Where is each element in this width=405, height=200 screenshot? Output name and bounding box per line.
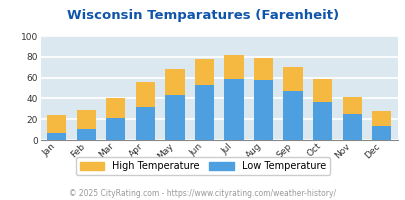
Bar xyxy=(283,67,302,91)
Bar xyxy=(194,85,213,140)
Text: Wisconsin Temparatures (Farenheit): Wisconsin Temparatures (Farenheit) xyxy=(67,9,338,22)
Bar xyxy=(47,115,66,133)
Bar xyxy=(165,69,184,95)
Bar xyxy=(136,107,155,140)
Bar xyxy=(47,133,66,140)
Legend: High Temperature, Low Temperature: High Temperature, Low Temperature xyxy=(76,157,329,175)
Bar xyxy=(342,114,361,140)
Bar xyxy=(253,80,273,140)
Bar xyxy=(253,58,273,80)
Bar xyxy=(136,82,155,107)
Bar xyxy=(312,79,331,102)
Bar xyxy=(312,102,331,140)
Bar xyxy=(224,79,243,140)
Bar xyxy=(371,111,390,126)
Text: © 2025 CityRating.com - https://www.cityrating.com/weather-history/: © 2025 CityRating.com - https://www.city… xyxy=(69,189,336,198)
Bar xyxy=(194,59,213,85)
Bar xyxy=(283,91,302,140)
Bar xyxy=(77,129,96,140)
Bar xyxy=(342,97,361,114)
Bar xyxy=(106,118,125,140)
Bar xyxy=(165,95,184,140)
Bar xyxy=(77,110,96,129)
Bar xyxy=(371,126,390,140)
Bar xyxy=(224,55,243,79)
Bar xyxy=(106,98,125,118)
